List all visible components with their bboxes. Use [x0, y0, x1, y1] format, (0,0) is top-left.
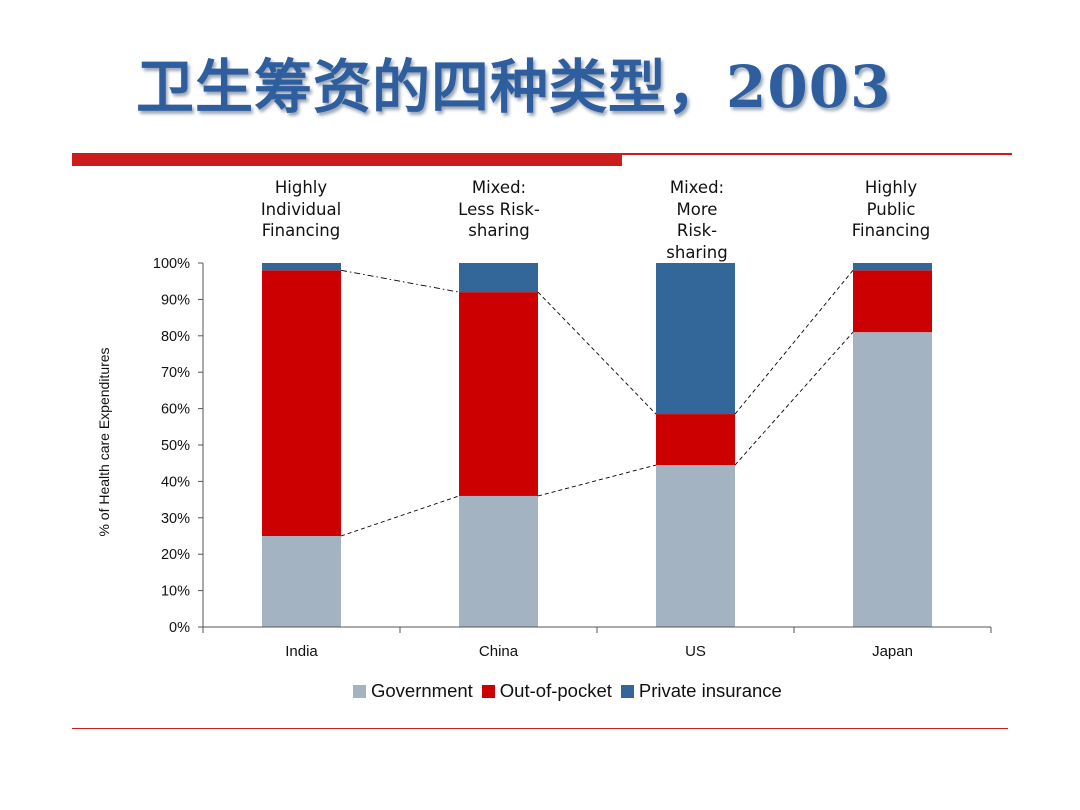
y-tick-label: 20% — [161, 547, 190, 563]
bar-china-out-of-pocket — [459, 292, 538, 496]
bar-japan-out-of-pocket — [853, 270, 932, 333]
y-tick-label: 0% — [169, 620, 190, 636]
x-tick-label-china: China — [479, 643, 519, 660]
legend-item-private-insurance: Private insurance — [620, 680, 782, 702]
bar-us-out-of-pocket — [656, 414, 735, 466]
title-rule-thin — [622, 153, 1012, 155]
x-tick-label-india: India — [285, 643, 318, 660]
connector-line — [340, 495, 460, 537]
bar-us-government — [656, 465, 735, 627]
category-heading-china: Mixed: Less Risk- sharing — [458, 178, 540, 240]
legend-swatch-out-of-pocket — [481, 684, 495, 698]
x-tick-label-us: US — [685, 643, 706, 660]
connector-line — [734, 331, 854, 466]
y-tick-label: 80% — [161, 329, 190, 345]
slide-title: 卫生筹资的四种类型，2003 — [136, 53, 892, 121]
category-heading-india: Highly Individual Financing — [260, 178, 342, 240]
category-heading-us: Mixed: More Risk- sharing — [666, 178, 728, 262]
connector-line — [537, 291, 657, 415]
y-tick-label: 40% — [161, 474, 190, 490]
connector-line — [734, 269, 854, 415]
legend-label-private-insurance: Private insurance — [638, 680, 782, 701]
y-tick-label: 70% — [161, 365, 190, 381]
connector-line — [537, 464, 657, 497]
connector-line — [340, 269, 460, 293]
chart-legend: Government Out-of-pocket Private insuran… — [353, 680, 791, 702]
category-heading-japan: Highly Public Financing — [851, 178, 931, 240]
legend-swatch-private-insurance — [620, 684, 634, 698]
y-tick-label: 30% — [161, 511, 190, 527]
bar-india-out-of-pocket — [262, 270, 341, 536]
legend-label-government: Government — [371, 680, 473, 701]
bar-china-government — [459, 495, 538, 627]
y-tick-label: 50% — [161, 438, 190, 454]
y-tick-label: 90% — [161, 292, 190, 308]
bar-us-private-insurance — [656, 263, 735, 415]
bar-japan-private-insurance — [853, 263, 932, 271]
bottom-rule — [72, 728, 1008, 729]
legend-item-government: Government — [353, 680, 473, 702]
bar-india-government — [262, 536, 341, 627]
y-tick-label: 60% — [161, 402, 190, 418]
legend-swatch-government — [353, 684, 366, 698]
bar-japan-government — [853, 332, 932, 627]
legend-item-out-of-pocket: Out-of-pocket — [481, 680, 612, 702]
legend-label-out-of-pocket: Out-of-pocket — [499, 680, 612, 701]
y-tick-label: 10% — [161, 584, 190, 600]
bar-china-private-insurance — [459, 263, 538, 293]
bar-india-private-insurance — [262, 263, 341, 271]
x-tick-label-japan: Japan — [872, 643, 913, 660]
y-tick-label: 100% — [153, 256, 190, 272]
title-rule-thick — [72, 153, 622, 166]
